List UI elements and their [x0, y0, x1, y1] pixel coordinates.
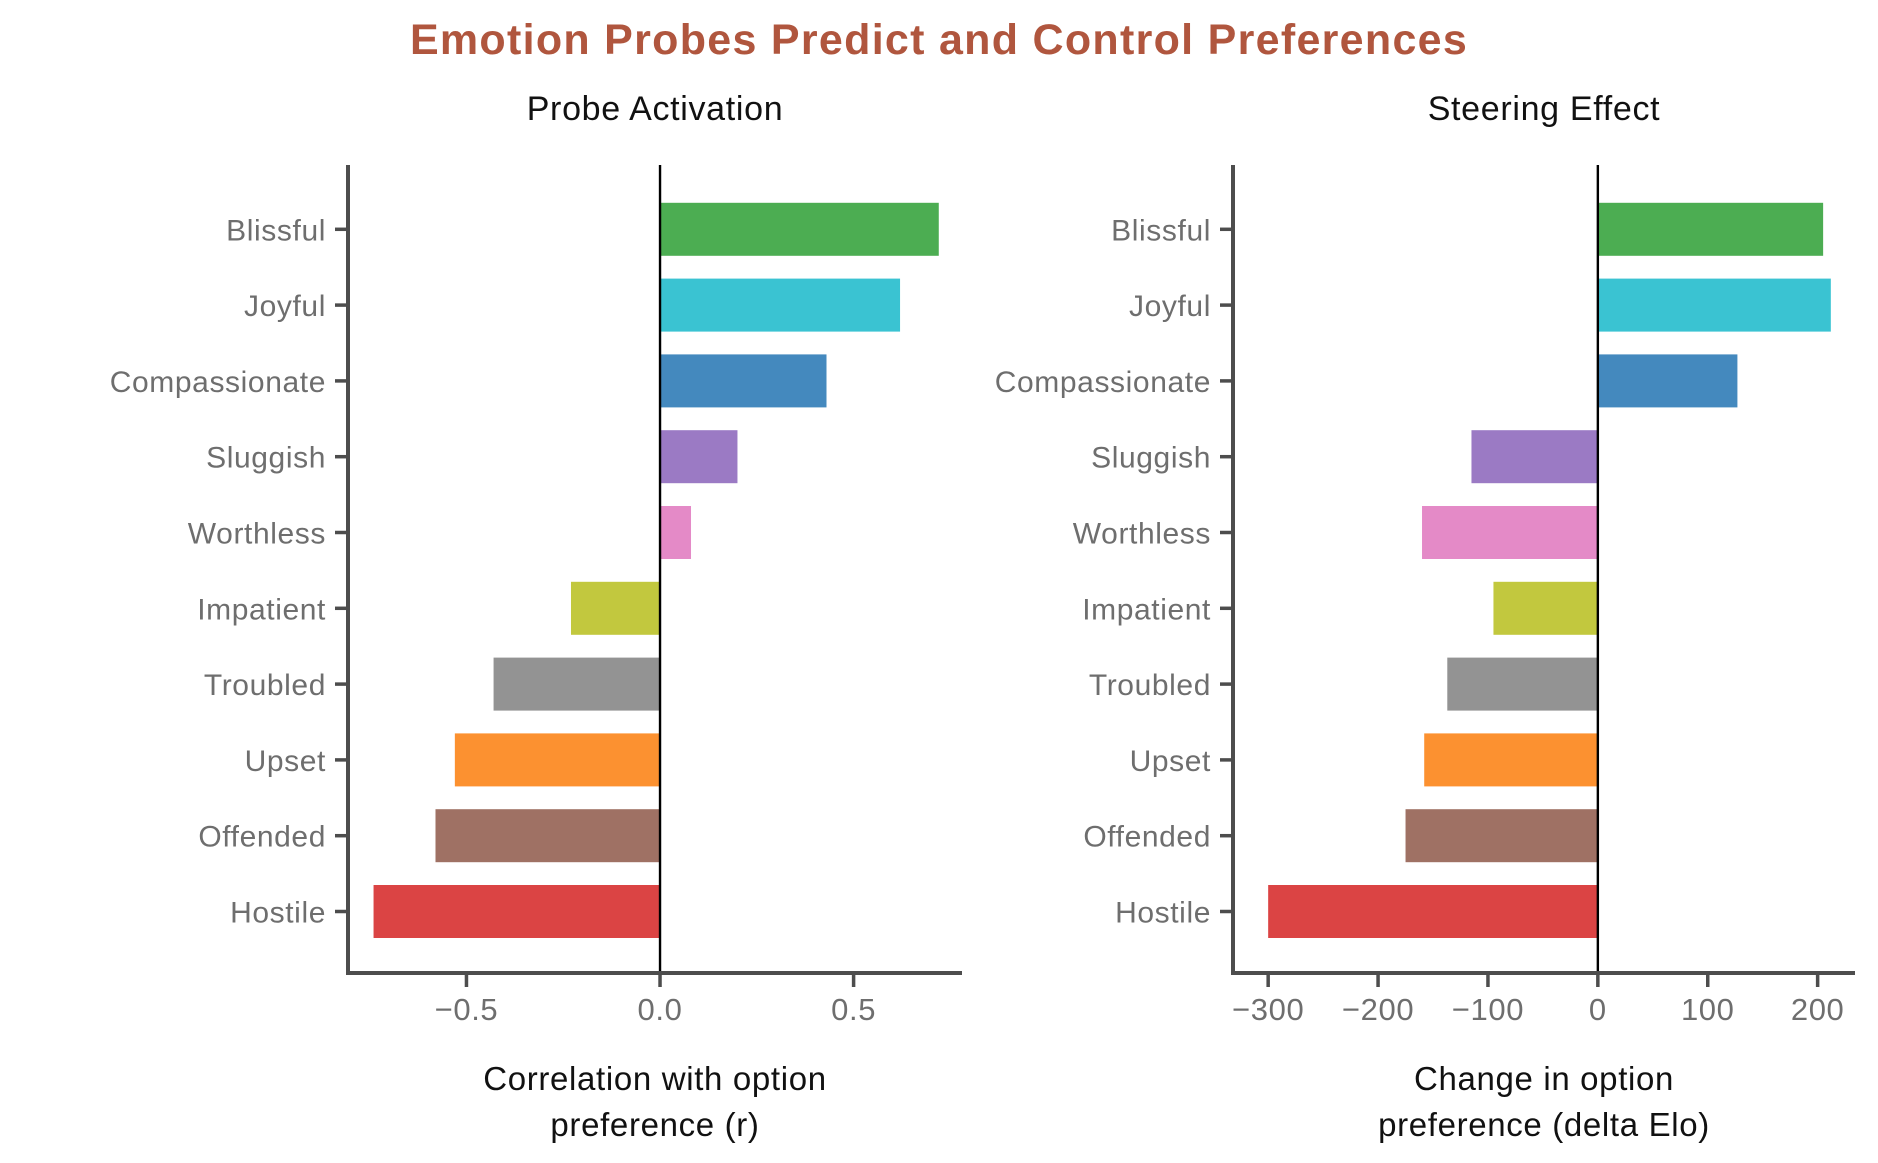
y-tick-label: Sluggish — [1091, 442, 1211, 475]
x-axis-label: preference (delta Elo) — [1378, 1106, 1710, 1143]
bar-hostile — [373, 885, 661, 938]
bar-blissful — [1597, 202, 1824, 256]
chart-title: Probe Activation — [527, 90, 784, 128]
x-tick-label: 100 — [1681, 992, 1735, 1027]
bar-joyful — [660, 278, 901, 332]
y-tick-label: Impatient — [197, 593, 326, 626]
chart-title: Steering Effect — [1428, 90, 1661, 128]
y-tick-label: Joyful — [244, 290, 326, 323]
x-axis-label: Correlation with option — [483, 1060, 827, 1097]
bar-impatient — [1493, 581, 1598, 635]
bar-worthless — [1422, 506, 1598, 559]
x-axis-label: Change in option — [1414, 1060, 1674, 1097]
y-tick-label: Sluggish — [206, 442, 326, 475]
bar-joyful — [1597, 278, 1831, 332]
x-tick-label: −100 — [1452, 992, 1524, 1027]
bar-blissful — [660, 202, 939, 256]
x-tick-label: 0 — [1589, 992, 1607, 1027]
figure-title: Emotion Probes Predict and Control Prefe… — [409, 16, 1469, 64]
x-tick-label: −0.5 — [435, 992, 499, 1027]
y-tick-label: Worthless — [188, 518, 326, 551]
bar-offended — [1405, 809, 1598, 863]
bar-upset — [1424, 733, 1598, 787]
y-tick-label: Offended — [1083, 821, 1211, 854]
y-tick-label: Compassionate — [110, 366, 326, 399]
x-tick-label: −200 — [1342, 992, 1414, 1027]
y-tick-label: Hostile — [230, 897, 326, 930]
y-tick-label: Compassionate — [995, 366, 1211, 399]
x-axis-label: preference (r) — [550, 1106, 759, 1143]
bar-sluggish — [660, 430, 738, 484]
y-tick-label: Troubled — [1089, 669, 1211, 702]
y-tick-label: Upset — [245, 745, 326, 778]
bar-troubled — [493, 657, 661, 711]
y-tick-label: Troubled — [204, 669, 326, 702]
bar-troubled — [1447, 657, 1598, 711]
y-tick-label: Hostile — [1115, 897, 1211, 930]
x-tick-label: 0.0 — [638, 992, 683, 1027]
y-tick-label: Impatient — [1082, 593, 1211, 626]
bar-worthless — [660, 506, 692, 559]
bar-offended — [435, 809, 661, 863]
y-tick-label: Worthless — [1073, 518, 1211, 551]
bar-compassionate — [660, 354, 827, 408]
bar-impatient — [570, 581, 661, 635]
y-tick-label: Offended — [198, 821, 326, 854]
bar-hostile — [1268, 885, 1598, 938]
y-tick-label: Blissful — [226, 214, 326, 247]
y-tick-label: Upset — [1130, 745, 1211, 778]
bar-compassionate — [1597, 354, 1738, 408]
y-tick-label: Blissful — [1111, 214, 1211, 247]
x-tick-label: −300 — [1232, 992, 1304, 1027]
x-tick-label: 200 — [1791, 992, 1845, 1027]
bar-sluggish — [1471, 430, 1598, 484]
y-tick-label: Joyful — [1129, 290, 1211, 323]
x-tick-label: 0.5 — [831, 992, 876, 1027]
bar-upset — [454, 733, 661, 787]
